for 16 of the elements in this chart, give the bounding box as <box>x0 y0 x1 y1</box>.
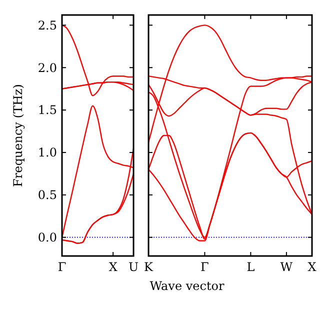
y-tick-label: 0.0 <box>38 230 57 245</box>
y-tick-label: 2.0 <box>38 60 57 75</box>
x-tick-label: U <box>128 260 139 274</box>
y-tick-label: 2.5 <box>38 18 57 32</box>
y-tick-label: 1.0 <box>38 146 57 160</box>
x-tick-label: X <box>308 260 317 274</box>
x-axis-title: Wave vector <box>150 279 225 293</box>
x-tick-label: X <box>108 260 118 274</box>
x-tick-label: K <box>144 260 154 274</box>
y-tick-label: 1.5 <box>38 103 57 118</box>
x-tick-label: L <box>246 260 255 274</box>
x-tick-label: W <box>280 260 294 274</box>
y-axis-title: Frequency (THz) <box>11 84 25 187</box>
x-tick-label: Γ <box>58 260 66 274</box>
x-tick-label: Γ <box>200 260 209 274</box>
y-tick-label: 0.5 <box>38 188 57 202</box>
